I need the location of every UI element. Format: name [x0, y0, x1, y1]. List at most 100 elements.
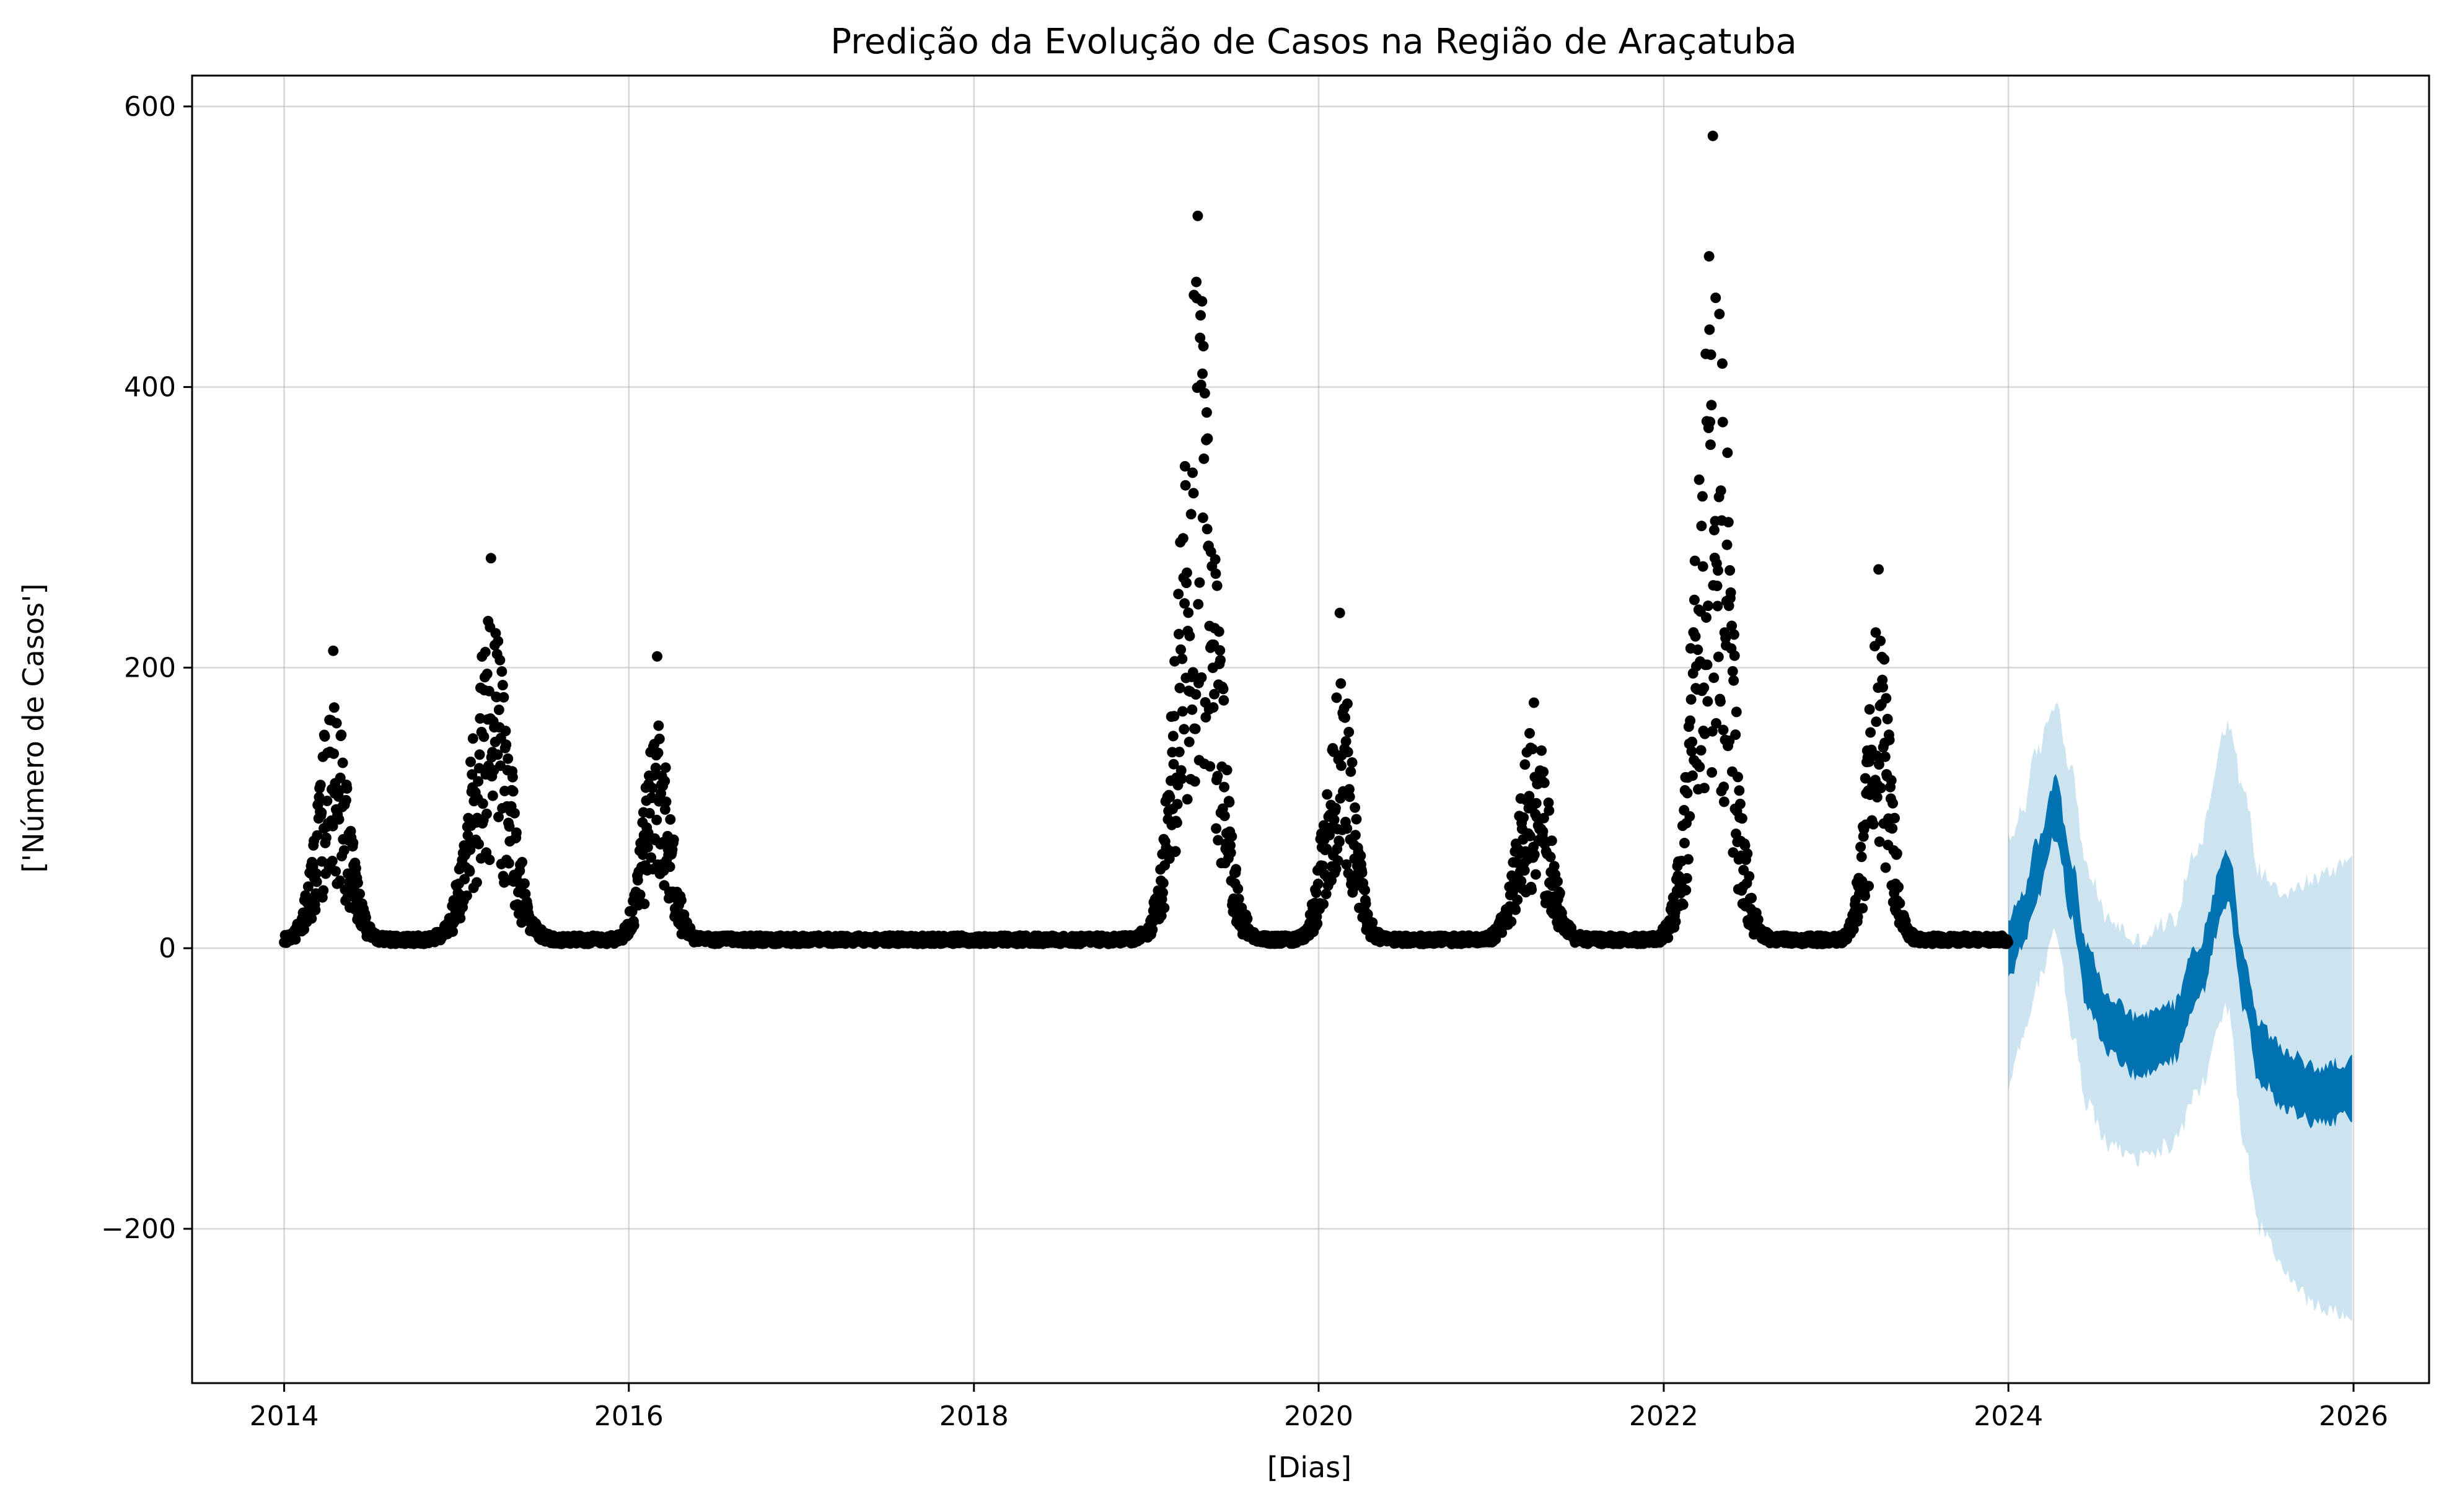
- observed-point: [1218, 683, 1229, 695]
- observed-point: [1190, 689, 1202, 700]
- chart-title: Predição da Evolução de Casos na Região …: [830, 22, 1796, 62]
- observed-point: [302, 881, 314, 892]
- observed-point: [471, 877, 482, 888]
- observed-point: [1873, 564, 1884, 575]
- observed-point: [1519, 759, 1531, 770]
- observed-point: [664, 861, 675, 872]
- observed-point: [1697, 561, 1708, 572]
- observed-point: [310, 905, 321, 915]
- observed-point: [1681, 885, 1692, 895]
- observed-point: [1889, 812, 1900, 824]
- observed-point: [481, 808, 492, 819]
- forecast-line: [2008, 774, 2352, 1128]
- observed-point: [461, 890, 472, 901]
- observed-point: [455, 913, 466, 924]
- observed-point: [1195, 310, 1206, 321]
- observed-point: [328, 645, 339, 656]
- observed-point: [1350, 802, 1361, 813]
- observed-point: [459, 874, 470, 885]
- observed-point: [1201, 407, 1212, 418]
- y-tick-label: −200: [101, 1213, 176, 1245]
- observed-point: [465, 756, 476, 767]
- x-tick-label: 2018: [939, 1400, 1009, 1432]
- observed-point: [1331, 692, 1342, 703]
- observed-point: [473, 776, 484, 787]
- observed-point: [652, 651, 662, 662]
- observed-point: [1210, 554, 1221, 565]
- observed-point: [1171, 817, 1182, 829]
- observed-point: [632, 875, 643, 886]
- observed-point: [340, 794, 351, 806]
- observed-point: [1537, 826, 1549, 837]
- x-tick-label: 2024: [1974, 1400, 2043, 1432]
- observed-point: [1367, 917, 1378, 928]
- observed-point: [650, 762, 661, 773]
- observed-point: [473, 838, 484, 850]
- observed-point: [485, 553, 496, 564]
- observed-point: [668, 834, 679, 845]
- observed-point: [1177, 533, 1189, 544]
- observed-point: [646, 852, 657, 863]
- observed-point: [1687, 736, 1698, 747]
- observed-point: [1210, 568, 1221, 579]
- observed-point: [1322, 789, 1333, 800]
- observed-point: [337, 757, 348, 768]
- observed-point: [1516, 876, 1527, 887]
- axis-ticks: 2014 2016 2018 2020 2022 2024 2026 −200 0 200 400 6…: [101, 91, 2388, 1432]
- observed-point: [1345, 766, 1356, 777]
- observed-point: [1158, 887, 1168, 898]
- observed-point: [1176, 773, 1187, 785]
- observed-point: [1226, 831, 1237, 842]
- observed-point: [1697, 491, 1708, 502]
- observed-point: [1524, 727, 1535, 739]
- observed-point: [1744, 871, 1755, 882]
- observed-point: [653, 720, 664, 731]
- observed-point: [1187, 704, 1198, 715]
- observed-point: [1734, 785, 1745, 796]
- observed-point: [1181, 578, 1192, 589]
- observed-point: [1711, 718, 1721, 729]
- observed-point: [1879, 751, 1891, 762]
- observed-point: [1663, 932, 1674, 943]
- observed-point: [517, 856, 528, 868]
- observed-point: [477, 798, 488, 809]
- observed-point: [511, 827, 522, 838]
- observed-point: [1197, 296, 1208, 307]
- observed-point: [493, 636, 504, 647]
- observed-point: [1705, 416, 1716, 428]
- observed-point: [338, 845, 349, 856]
- observed-point: [1506, 916, 1517, 927]
- observed-point: [1879, 654, 1890, 665]
- observed-point: [480, 646, 491, 657]
- observed-point: [1209, 688, 1220, 700]
- observed-point: [1886, 775, 1897, 786]
- x-tick-label: 2014: [250, 1400, 319, 1432]
- observed-point: [319, 731, 330, 742]
- observed-point: [335, 772, 346, 783]
- observed-point: [1698, 682, 1710, 693]
- observed-point: [1169, 711, 1180, 722]
- observed-point: [1208, 702, 1219, 713]
- observed-point: [1335, 678, 1347, 689]
- observed-point: [1718, 724, 1729, 736]
- observed-point: [447, 926, 459, 937]
- observed-point: [500, 726, 511, 737]
- observed-point: [1685, 715, 1696, 726]
- observed-point: [1188, 488, 1199, 499]
- observed-point: [1860, 890, 1870, 902]
- observed-point: [1539, 777, 1550, 788]
- observed-point: [1342, 698, 1353, 710]
- observed-point: [507, 771, 518, 783]
- observed-point: [1746, 892, 1757, 903]
- observed-point: [1195, 332, 1206, 343]
- observed-point: [1192, 210, 1203, 221]
- observed-point: [1689, 555, 1700, 566]
- observed-point: [1231, 864, 1242, 875]
- observed-point: [318, 885, 329, 896]
- observed-point: [1728, 847, 1739, 858]
- observed-point: [1179, 724, 1190, 735]
- observed-point: [1197, 368, 1208, 379]
- observed-point: [1715, 696, 1726, 707]
- observed-point: [1350, 830, 1361, 841]
- observed-point: [1707, 767, 1718, 778]
